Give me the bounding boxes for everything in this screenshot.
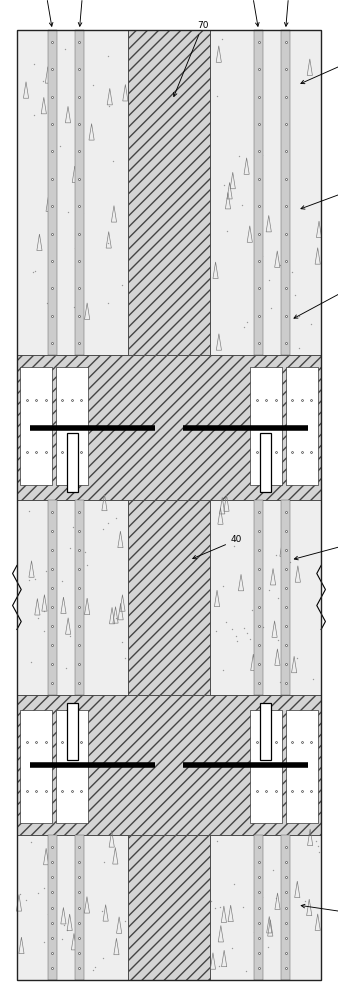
Bar [17, 500, 128, 695]
Bar [56, 367, 88, 485]
Bar [17, 355, 321, 500]
Text: 60: 60 [301, 904, 338, 920]
Bar [128, 835, 210, 980]
Bar [254, 500, 263, 695]
Bar [75, 835, 84, 980]
Bar [250, 367, 282, 485]
Bar [254, 835, 263, 980]
Bar [17, 30, 321, 980]
Text: 40: 40 [294, 536, 338, 560]
Bar [128, 500, 210, 695]
Text: 20: 20 [301, 50, 338, 84]
Bar [260, 703, 271, 760]
Bar [48, 30, 57, 355]
Bar [281, 500, 290, 695]
Text: 70: 70 [173, 20, 209, 96]
Text: 12: 12 [40, 0, 53, 26]
Bar [286, 710, 318, 823]
Bar [128, 30, 210, 355]
Bar [48, 835, 57, 980]
Bar [281, 835, 290, 980]
Text: 40: 40 [193, 536, 242, 559]
Bar [75, 30, 84, 355]
Bar [20, 367, 52, 485]
Text: 30: 30 [301, 180, 338, 209]
Text: 11: 11 [77, 0, 89, 26]
Bar [210, 500, 321, 695]
Text: 12: 12 [246, 0, 259, 26]
Bar [286, 367, 318, 485]
Bar [210, 835, 321, 980]
Bar [17, 695, 321, 835]
Bar [20, 710, 52, 823]
Bar [67, 703, 78, 760]
Bar [17, 835, 128, 980]
Bar [67, 432, 78, 492]
Bar [48, 500, 57, 695]
Bar [210, 30, 321, 355]
Bar [17, 30, 128, 355]
Text: 40: 40 [294, 275, 338, 318]
Bar [260, 432, 271, 492]
Bar [56, 710, 88, 823]
Bar [254, 30, 263, 355]
Text: 11: 11 [283, 0, 295, 26]
Bar [250, 710, 282, 823]
Bar [281, 30, 290, 355]
Bar [75, 500, 84, 695]
